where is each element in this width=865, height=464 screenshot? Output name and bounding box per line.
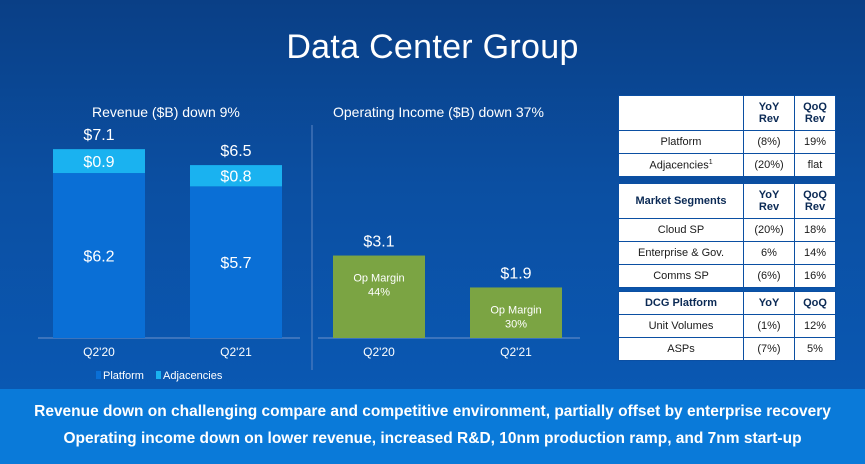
table-cell: 6% <box>743 241 795 265</box>
legend-label-platform: Platform <box>103 370 144 382</box>
table-cell: 19% <box>794 130 836 154</box>
revenue-mix-table: YoY Rev QoQ Rev Platform (8%) 19% Adjace… <box>618 95 836 177</box>
table-header-cell: DCG Platform <box>618 291 744 315</box>
table-cell: (7%) <box>743 337 795 361</box>
table-row: Adjacencies1 (20%) flat <box>618 153 836 177</box>
adjacencies-bar <box>53 149 145 174</box>
table-row: ASPs (7%) 5% <box>618 337 836 361</box>
table-cell: Cloud SP <box>618 218 744 242</box>
summary-banner: Revenue down on challenging compare and … <box>0 389 865 464</box>
table-header-cell: Market Segments <box>618 183 744 219</box>
op-margin-label: Op Margin <box>353 273 404 285</box>
revenue-chart-title: Revenue ($B) down 9% <box>92 104 240 120</box>
op-margin-value: 30% <box>505 318 527 330</box>
table-cell: 12% <box>794 314 836 338</box>
table-header-row: DCG Platform YoY QoQ <box>618 291 836 315</box>
table-row: Cloud SP (20%) 18% <box>618 218 836 242</box>
platform-bar <box>190 186 282 338</box>
table-header-row: Market Segments YoY Rev QoQ Rev <box>618 183 836 219</box>
op-income-value-label: $1.9 <box>500 265 531 282</box>
table-cell: (8%) <box>743 130 795 154</box>
table-cell: ASPs <box>618 337 744 361</box>
op-margin-value: 44% <box>368 287 390 299</box>
table-header-cell: YoY Rev <box>743 183 795 219</box>
table-header-cell: QoQ Rev <box>794 183 836 219</box>
summary-line-opincome: Operating income down on lower revenue, … <box>63 430 802 447</box>
platform-value-label: $6.2 <box>83 249 114 266</box>
total-value-label: $6.5 <box>220 143 251 160</box>
market-segments-table: Market Segments YoY Rev QoQ Rev Cloud SP… <box>618 183 836 288</box>
table-row: Enterprise & Gov. 6% 14% <box>618 241 836 265</box>
platform-value-label: $5.7 <box>220 255 251 272</box>
legend-swatch-adjacencies <box>156 371 161 379</box>
opincome-chart-title: Operating Income ($B) down 37% <box>333 104 544 120</box>
table-row: Unit Volumes (1%) 12% <box>618 314 836 338</box>
adjacencies-value-label: $0.8 <box>220 169 251 186</box>
legend-label-adjacencies: Adjacencies <box>163 370 223 382</box>
table-cell: Comms SP <box>618 264 744 288</box>
table-cell: Adjacencies1 <box>618 153 744 177</box>
op-income-value-label: $3.1 <box>363 234 394 251</box>
legend-swatch-platform <box>96 371 101 379</box>
table-header-cell: QoQ Rev <box>794 95 836 131</box>
table-header-cell: YoY Rev <box>743 95 795 131</box>
x-tick-label: Q2'20 <box>363 345 395 359</box>
table-cell: Enterprise & Gov. <box>618 241 744 265</box>
table-cell: (20%) <box>743 153 795 177</box>
table-cell: 16% <box>794 264 836 288</box>
table-header-cell: QoQ <box>794 291 836 315</box>
table-cell: (20%) <box>743 218 795 242</box>
total-value-label: $7.1 <box>83 127 114 144</box>
op-income-bar <box>333 255 425 338</box>
row-label: Adjacencies <box>649 159 709 172</box>
dcg-platform-table: DCG Platform YoY QoQ Unit Volumes (1%) 1… <box>618 291 836 361</box>
x-tick-label: Q2'21 <box>220 345 252 359</box>
table-cell: 5% <box>794 337 836 361</box>
x-tick-label: Q2'21 <box>500 345 532 359</box>
table-cell: Unit Volumes <box>618 314 744 338</box>
platform-bar <box>53 173 145 338</box>
table-cell: 18% <box>794 218 836 242</box>
table-cell: flat <box>794 153 836 177</box>
table-row: Platform (8%) 19% <box>618 130 836 154</box>
table-header-cell: YoY <box>743 291 795 315</box>
adjacencies-value-label: $0.9 <box>83 154 114 171</box>
x-tick-label: Q2'20 <box>83 345 115 359</box>
footnote-marker: 1 <box>708 158 713 166</box>
op-income-bar <box>470 287 562 338</box>
table-header-cell <box>618 95 744 131</box>
charts-canvas: $6.2 $0.9 $7.1 Q2'20 $5.7 $0.8 $6.5 Q2'21 Platfo… <box>38 125 580 382</box>
table-cell: (6%) <box>743 264 795 288</box>
table-row: Comms SP (6%) 16% <box>618 264 836 288</box>
table-cell: (1%) <box>743 314 795 338</box>
op-margin-label: Op Margin <box>490 304 541 316</box>
table-cell: Platform <box>618 130 744 154</box>
table-cell: 14% <box>794 241 836 265</box>
adjacencies-bar <box>190 165 282 187</box>
slide-title: Data Center Group <box>286 28 579 66</box>
table-header-row: YoY Rev QoQ Rev <box>618 95 836 131</box>
summary-line-revenue: Revenue down on challenging compare and … <box>34 403 831 420</box>
